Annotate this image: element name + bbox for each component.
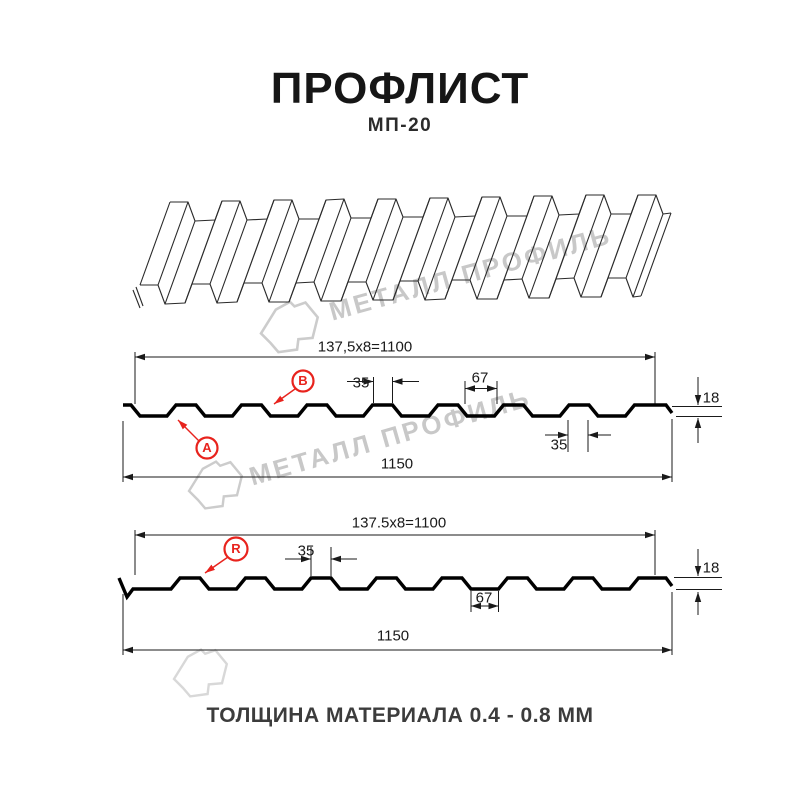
section1-callout-a: A: [202, 440, 212, 456]
section2-dimension-lines: [123, 531, 702, 654]
section1-dim-valley-label: 67: [471, 369, 489, 387]
section2-dim-rib-top-label: 35: [297, 542, 315, 560]
section1-profile-path: [123, 403, 674, 418]
profile-3d-drawing: [132, 194, 672, 309]
section1-dim-rib-top-label: 35: [352, 374, 370, 392]
section1-extension-lines: [122, 352, 722, 482]
section2-extension-lines: [122, 530, 722, 655]
section1-dimension-lines: [123, 353, 702, 481]
section1-dim-total-width-label: 1150: [380, 455, 414, 473]
section2-dim-total-width-label: 1150: [376, 627, 410, 645]
section2-dim-pitch-label: 137.5x8=1100: [351, 514, 447, 532]
section2-profile-path: [117, 576, 674, 601]
profile-model-name: МП-20: [367, 115, 433, 136]
brand-logo-icon: [259, 300, 320, 354]
section2-dim-valley-label: 67: [475, 589, 493, 607]
section1-callouts: [177, 369, 315, 460]
brand-logo-icon: [187, 460, 244, 510]
section1-dim-height-label: 18: [702, 389, 720, 407]
section1-callout-b: B: [298, 373, 308, 389]
material-thickness-note: ТОЛЩИНА МАТЕРИАЛА 0.4 - 0.8 ММ: [206, 704, 594, 727]
section2-dim-height-label: 18: [702, 559, 720, 577]
section1-dim-rib-bottom-label: 35: [550, 436, 568, 454]
section2-callout-r: R: [231, 541, 241, 557]
section1-dim-pitch-label: 137,5x8=1100: [317, 338, 413, 356]
section2-callouts: [204, 536, 249, 574]
page-title: ПРОФЛИСТ: [270, 64, 530, 113]
